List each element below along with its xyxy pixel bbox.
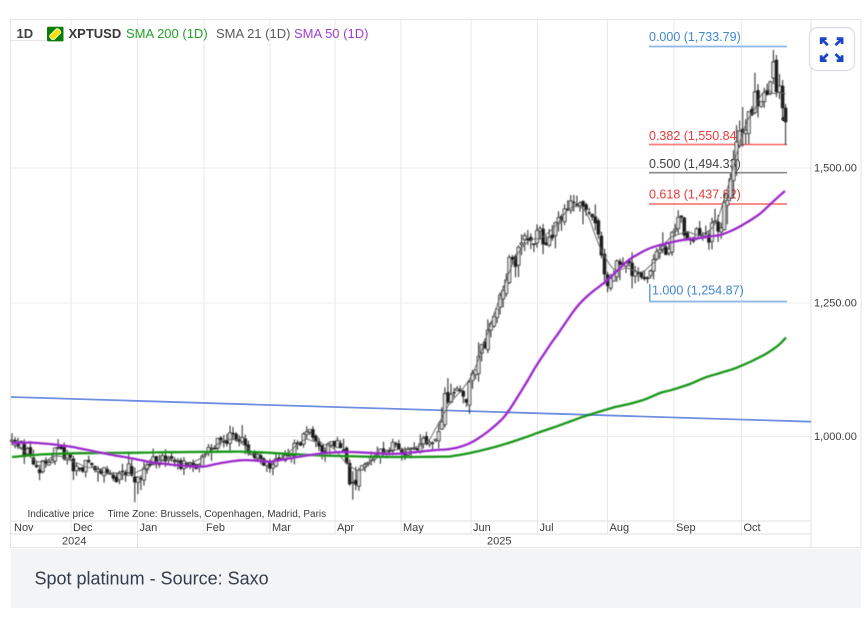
svg-text:Spot platinum - Source: Saxo: Spot platinum - Source: Saxo (35, 569, 269, 589)
svg-text:Apr: Apr (337, 522, 354, 534)
svg-text:Oct: Oct (744, 522, 761, 534)
svg-text:Mar: Mar (272, 522, 291, 534)
svg-text:Dec: Dec (73, 522, 93, 534)
svg-text:0.382 (1,550.84): 0.382 (1,550.84) (649, 129, 741, 143)
svg-text:May: May (403, 522, 424, 534)
svg-text:SMA 50 (1D): SMA 50 (1D) (294, 26, 368, 41)
svg-text:1,250.00: 1,250.00 (814, 298, 857, 310)
svg-text:Jul: Jul (540, 522, 554, 534)
svg-text:XPTUSD: XPTUSD (69, 26, 122, 41)
svg-text:Aug: Aug (610, 522, 630, 534)
svg-text:Time Zone: Brussels, Copenhage: Time Zone: Brussels, Copenhagen, Madrid,… (108, 509, 327, 520)
svg-text:0.000 (1,733.79): 0.000 (1,733.79) (649, 30, 741, 44)
svg-text:1,500.00: 1,500.00 (814, 163, 857, 175)
svg-text:1D: 1D (17, 26, 34, 41)
svg-text:1.000 (1,254.87): 1.000 (1,254.87) (652, 284, 744, 298)
svg-text:Feb: Feb (206, 522, 225, 534)
svg-text:Jun: Jun (473, 522, 491, 534)
svg-text:Sep: Sep (676, 522, 696, 534)
svg-text:2024: 2024 (62, 536, 86, 548)
svg-text:Jan: Jan (140, 522, 158, 534)
svg-text:Indicative price: Indicative price (28, 509, 95, 520)
svg-text:SMA 200 (1D): SMA 200 (1D) (126, 26, 208, 41)
svg-text:2025: 2025 (487, 536, 511, 548)
svg-text:Nov: Nov (14, 522, 34, 534)
svg-text:1,000.00: 1,000.00 (814, 431, 857, 443)
svg-text:0.618 (1,437.82): 0.618 (1,437.82) (649, 188, 741, 202)
svg-text:SMA 21 (1D): SMA 21 (1D) (216, 26, 290, 41)
svg-text:0.500 (1,494.33): 0.500 (1,494.33) (649, 157, 741, 171)
